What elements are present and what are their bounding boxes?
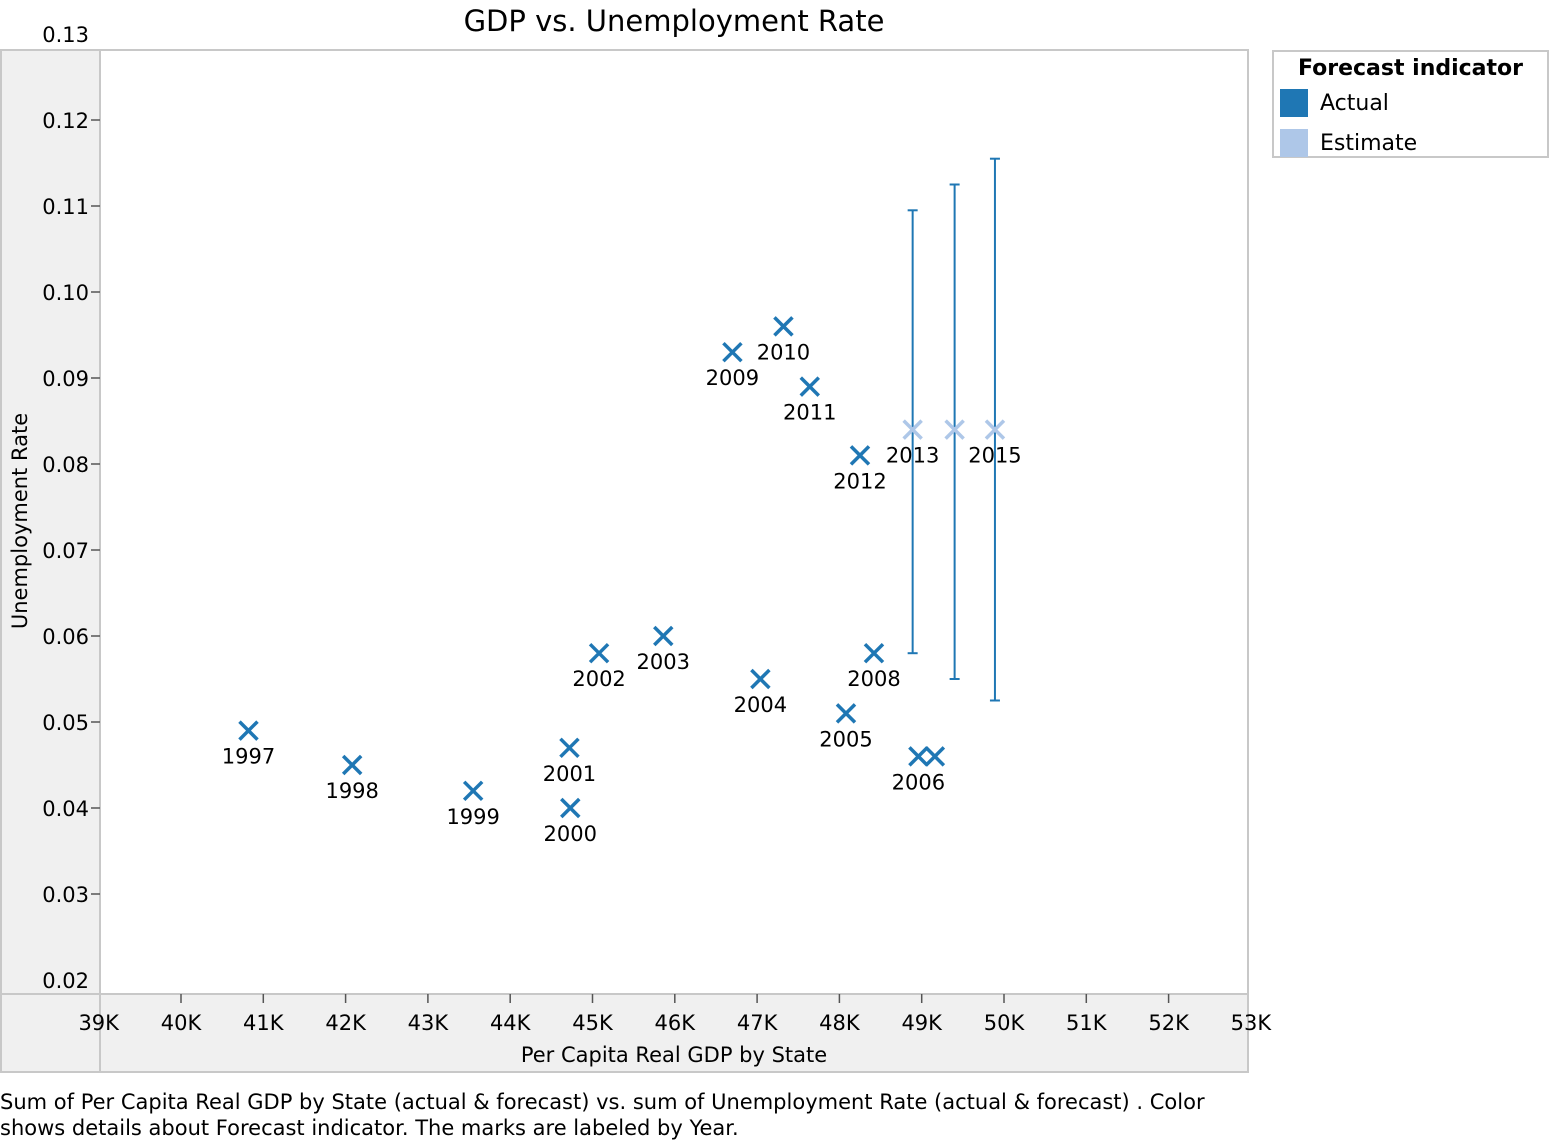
data-point[interactable] (924, 746, 946, 767)
data-point[interactable] (559, 737, 580, 759)
y-tick-label: 0.06 (42, 625, 89, 649)
data-point[interactable] (238, 720, 259, 741)
data-label: 2011 (783, 401, 836, 425)
legend-label-actual: Actual (1320, 90, 1389, 116)
x-tick-label: 51K (1066, 1011, 1108, 1035)
caption-line-2: shows details about Forecast indicator. … (0, 1116, 739, 1140)
x-tick-label: 53K (1231, 1011, 1273, 1035)
data-label: 2015 (968, 444, 1021, 468)
data-label: 2004 (734, 693, 787, 717)
y-tick-label: 0.09 (42, 367, 89, 391)
x-tick-label: 45K (572, 1011, 614, 1035)
data-label: 2006 (892, 770, 945, 794)
y-axis-label: Unemployment Rate (8, 413, 32, 629)
x-tick-label: 44K (490, 1011, 532, 1035)
data-point[interactable] (773, 316, 794, 337)
x-tick-label: 50K (984, 1011, 1026, 1035)
y-tick-label: 0.08 (42, 453, 89, 477)
data-label: 1997 (222, 745, 275, 769)
plot-area (100, 50, 1248, 994)
data-point[interactable] (835, 703, 857, 724)
legend-swatch-estimate (1280, 129, 1308, 157)
y-tick-label: 0.07 (42, 539, 89, 563)
x-tick-label: 48K (819, 1011, 861, 1035)
data-point[interactable] (653, 625, 674, 647)
x-tick-label: 39K (78, 1011, 120, 1035)
x-tick-label: 43K (408, 1011, 450, 1035)
data-label: 2010 (757, 340, 810, 364)
data-point[interactable] (902, 419, 923, 440)
data-label: 2013 (886, 444, 939, 468)
legend-item-estimate[interactable]: Estimate (1280, 128, 1417, 158)
data-point[interactable] (908, 746, 929, 767)
caption-line-1: Sum of Per Capita Real GDP by State (act… (0, 1090, 1205, 1114)
y-tick-label: 0.12 (42, 109, 89, 133)
legend-title: Forecast indicator (1297, 56, 1524, 81)
legend-swatch-actual (1280, 89, 1308, 117)
data-label: 1999 (446, 805, 499, 829)
data-label: 1998 (325, 779, 378, 803)
x-tick-label: 52K (1148, 1011, 1190, 1035)
y-tick-label: 0.11 (42, 195, 89, 219)
y-tick-label: 0.04 (42, 797, 89, 821)
legend-item-actual[interactable]: Actual (1280, 88, 1389, 118)
x-tick-label: 41K (243, 1011, 285, 1035)
data-label: 2012 (833, 469, 886, 493)
x-tick-label: 47K (737, 1011, 779, 1035)
y-tick-label: 0.02 (42, 969, 89, 993)
data-point[interactable] (588, 642, 610, 664)
data-point[interactable] (849, 445, 871, 466)
chart-caption: Sum of Per Capita Real GDP by State (act… (0, 1089, 1240, 1141)
x-tick-label: 40K (161, 1011, 203, 1035)
data-point[interactable] (944, 419, 965, 440)
data-point[interactable] (984, 419, 1006, 440)
data-point[interactable] (750, 668, 771, 690)
data-label: 2005 (819, 727, 872, 751)
data-marks: 1997 1998 1999 2000 2001 2002 2003 2004 2005 2006… (222, 316, 1022, 846)
chart-title: GDP vs. Unemployment Rate (463, 4, 885, 38)
data-label: 2000 (544, 822, 597, 846)
outer-frame (0, 49, 1249, 1073)
data-point[interactable] (462, 780, 484, 802)
y-tick-label: 0.05 (42, 711, 89, 735)
data-label: 2001 (543, 762, 596, 786)
data-label: 2002 (572, 667, 625, 691)
data-label: 2008 (847, 667, 900, 691)
y-tick-label: 0.13 (42, 23, 89, 47)
y-tick-label: 0.10 (42, 281, 89, 305)
data-label: 2003 (637, 650, 690, 674)
x-axis-ticks: 39K 40K 41K 42K 43K 44K 45K 46K 47K 48K 49K 50K 51K 5… (78, 994, 1272, 1035)
left-axis-pane (1, 50, 100, 994)
y-axis-ticks: 0.02 0.03 0.04 0.05 0.06 0.07 0.08 0.09 0.10 0.11… (42, 23, 100, 993)
data-point[interactable] (560, 797, 581, 819)
data-point[interactable] (863, 642, 885, 664)
x-axis-label: Per Capita Real GDP by State (521, 1043, 827, 1067)
x-tick-label: 42K (325, 1011, 367, 1035)
data-point[interactable] (799, 376, 821, 397)
x-tick-label: 46K (655, 1011, 697, 1035)
data-label: 2009 (706, 366, 759, 390)
x-tick-label: 49K (901, 1011, 943, 1035)
y-tick-label: 0.03 (42, 883, 89, 907)
bottom-axis-pane (1, 994, 1248, 1072)
data-point[interactable] (722, 341, 743, 363)
data-point[interactable] (341, 754, 363, 776)
legend: Forecast indicator Actual Estimate (1272, 50, 1549, 158)
legend-label-estimate: Estimate (1320, 130, 1418, 156)
